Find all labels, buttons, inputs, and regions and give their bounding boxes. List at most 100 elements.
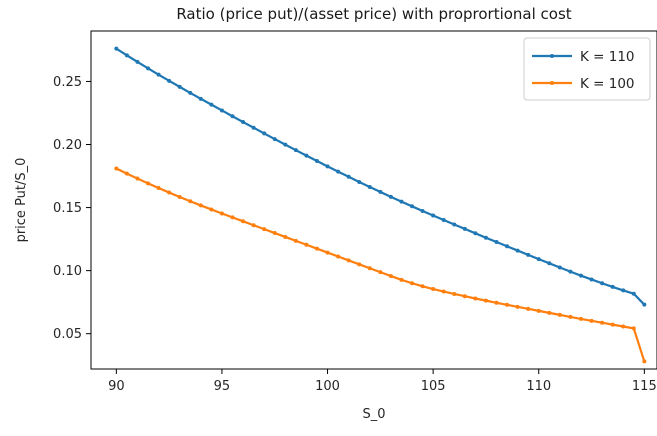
series-k-100-point: [124, 171, 129, 176]
series-k-100-point: [568, 314, 573, 319]
series-k-100-point: [589, 318, 594, 323]
legend-label-k110: K = 110: [580, 49, 635, 65]
series-k-100-point: [621, 324, 626, 329]
series-k-110-point: [230, 114, 235, 119]
series-k-110-point: [431, 213, 436, 218]
series-k-100-point: [431, 287, 436, 292]
series-k-110-point: [188, 90, 193, 95]
series-k-100-point: [346, 258, 351, 263]
series-k-110-point: [272, 137, 277, 142]
series-k-110-point: [536, 257, 541, 262]
series-k-100-point: [114, 166, 119, 171]
x-tick-label: 105: [421, 379, 446, 394]
plot-area: [90, 30, 657, 370]
series-k-100-point: [230, 215, 235, 220]
series-k-100-point: [600, 320, 605, 325]
series-k-110-point: [219, 108, 224, 113]
series-k-100-point: [452, 291, 457, 296]
y-tick-label: 0.10: [53, 264, 82, 279]
x-tick-label: 110: [526, 379, 551, 394]
series-k-100-point: [399, 277, 404, 282]
series-k-110-point: [367, 185, 372, 190]
y-tick-label: 0.05: [53, 327, 82, 342]
series-k-110-point: [167, 78, 172, 83]
series-k-110-point: [314, 159, 319, 164]
series-k-110-point: [156, 72, 161, 77]
series-k-100-point: [293, 238, 298, 243]
series-k-100-point: [336, 254, 341, 259]
series-k-100-point: [526, 306, 531, 311]
legend-label-k100: K = 100: [580, 76, 635, 92]
series-k-100-point: [557, 312, 562, 317]
series-k-100-point: [610, 322, 615, 327]
series-k-100-point: [156, 186, 161, 191]
series-k-110-point: [198, 96, 203, 101]
series-k-110-point: [642, 302, 647, 307]
series-k-110-point: [557, 265, 562, 270]
series-k-100-point: [378, 270, 383, 275]
series-k-100-point: [251, 223, 256, 228]
series-k-110-point: [494, 240, 499, 244]
series-k-100-point: [198, 203, 203, 208]
series-k-110-point: [241, 120, 246, 125]
series-k-100-point: [304, 242, 309, 247]
series-k-110-point: [631, 291, 636, 296]
series-k-100-point: [219, 211, 224, 216]
series-k-110-point: [304, 153, 309, 158]
series-k-100-point: [262, 227, 267, 232]
series-k-110-point: [388, 194, 393, 199]
series-k-110-point: [483, 235, 488, 240]
series-k-110-point: [251, 125, 256, 130]
series-k-100-point: [241, 219, 246, 224]
series-k-110-point: [114, 46, 119, 51]
series-k-100-point: [314, 246, 319, 251]
series-k-110-point: [283, 142, 288, 147]
series-k-100-point: [177, 194, 182, 199]
series-k-110-point: [505, 244, 510, 249]
series-k-100-point: [388, 274, 393, 279]
series-k-100-point: [357, 262, 362, 267]
y-tick-label: 0.15: [53, 201, 82, 216]
series-k-100-point: [631, 326, 636, 331]
series-k-110-point: [346, 174, 351, 179]
series-k-100-point: [283, 234, 288, 239]
x-tick-label: 95: [214, 379, 231, 394]
x-tick-label: 90: [108, 379, 125, 394]
x-tick-label: 115: [632, 379, 657, 394]
series-k-100-point: [494, 300, 499, 305]
y-tick-label: 0.20: [53, 138, 82, 153]
series-k-110-point: [336, 169, 341, 174]
series-k-110-point: [420, 208, 425, 213]
series-k-100-point: [420, 284, 425, 289]
plot-frame: [90, 30, 657, 370]
series-k-100-point: [135, 176, 140, 181]
series-k-110-point: [357, 179, 362, 184]
series-k-110-point: [293, 148, 298, 153]
y-axis-label: price Put/S_0: [14, 158, 29, 243]
x-axis: 90 95 100 105 110 115: [108, 369, 657, 394]
series-k-110-point: [399, 199, 404, 204]
series-k-110-point: [177, 84, 182, 89]
series-k-110-point: [452, 222, 457, 227]
series-k-100-point: [325, 250, 330, 255]
series-k-110-point: [526, 252, 531, 257]
series-k-110-point: [325, 164, 330, 169]
series-k-110-point: [589, 277, 594, 282]
series-k-110-point: [441, 218, 446, 223]
series-k-110-point: [600, 281, 605, 286]
series-k-110-point: [209, 102, 214, 107]
series-k-100-point: [473, 296, 478, 301]
x-tick-label: 100: [315, 379, 340, 394]
series-k-100-point: [547, 310, 552, 315]
series-k-100-point: [462, 294, 467, 299]
series-k-100-point: [515, 304, 520, 309]
series-k-100-point: [441, 289, 446, 294]
series-k-100-point: [642, 359, 647, 364]
legend-marker-k100: [550, 81, 554, 85]
series-k-100-point: [272, 231, 277, 236]
series-k-110-point: [515, 248, 520, 253]
series-k-110-point: [621, 288, 626, 293]
series-k-100-point: [505, 302, 510, 307]
series-k-100-point: [410, 281, 415, 286]
series-k-100-point: [536, 308, 541, 313]
